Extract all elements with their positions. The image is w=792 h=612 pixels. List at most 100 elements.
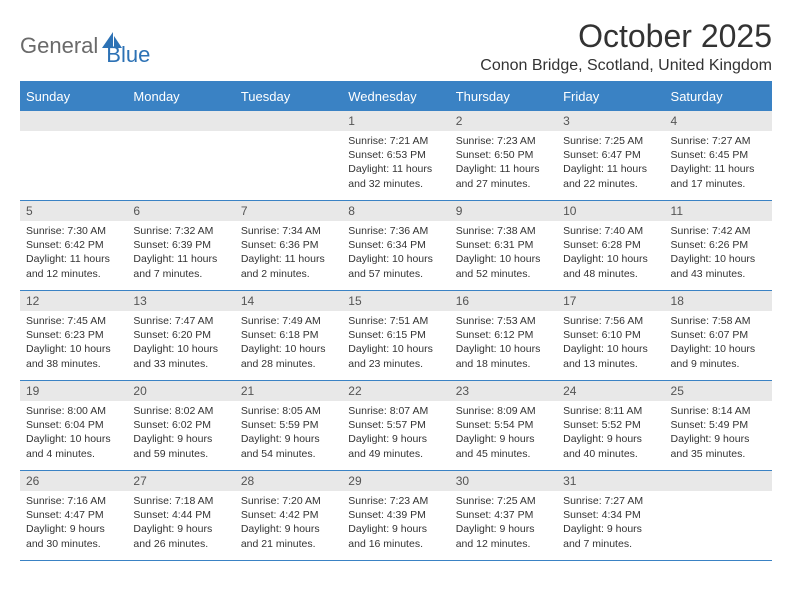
sunrise-text: Sunrise: 7:53 AM (456, 314, 551, 328)
day-number: 5 (20, 201, 127, 221)
daylight-text: Daylight: 11 hours and 12 minutes. (26, 252, 121, 280)
sunset-text: Sunset: 4:39 PM (348, 508, 443, 522)
sunrise-text: Sunrise: 7:56 AM (563, 314, 658, 328)
daylight-text: Daylight: 10 hours and 38 minutes. (26, 342, 121, 370)
day-detail: Sunrise: 7:45 AMSunset: 6:23 PMDaylight:… (20, 311, 127, 380)
day-detail: Sunrise: 8:02 AMSunset: 6:02 PMDaylight:… (127, 401, 234, 470)
day-detail: Sunrise: 7:23 AMSunset: 6:50 PMDaylight:… (450, 131, 557, 200)
day-number: 26 (20, 471, 127, 491)
day-number (235, 111, 342, 131)
day-detail: Sunrise: 7:23 AMSunset: 4:39 PMDaylight:… (342, 491, 449, 560)
sunrise-text: Sunrise: 8:09 AM (456, 404, 551, 418)
sunset-text: Sunset: 6:45 PM (671, 148, 766, 162)
calendar-day-cell: 19Sunrise: 8:00 AMSunset: 6:04 PMDayligh… (20, 381, 127, 471)
sunrise-text: Sunrise: 8:07 AM (348, 404, 443, 418)
calendar-day-cell: 28Sunrise: 7:20 AMSunset: 4:42 PMDayligh… (235, 471, 342, 561)
calendar-day-cell: 22Sunrise: 8:07 AMSunset: 5:57 PMDayligh… (342, 381, 449, 471)
calendar-day-cell: 17 Sunrise: 7:56 AMSunset: 6:10 PMDayligh… (557, 291, 664, 381)
day-number: 4 (665, 111, 772, 131)
weekday-header: Saturday (665, 82, 772, 111)
day-number: 20 (127, 381, 234, 401)
sunrise-text: Sunrise: 7:23 AM (348, 494, 443, 508)
day-detail: Sunrise: 8:14 AMSunset: 5:49 PMDaylight:… (665, 401, 772, 470)
day-number: 3 (557, 111, 664, 131)
calendar-day-cell: 11Sunrise: 7:42 AMSunset: 6:26 PMDayligh… (665, 201, 772, 291)
daylight-text: Daylight: 9 hours and 45 minutes. (456, 432, 551, 460)
day-detail (20, 131, 127, 200)
daylight-text: Daylight: 10 hours and 43 minutes. (671, 252, 766, 280)
sunset-text: Sunset: 6:15 PM (348, 328, 443, 342)
sunrise-text: Sunrise: 7:21 AM (348, 134, 443, 148)
sunset-text: Sunset: 5:52 PM (563, 418, 658, 432)
sunrise-text: Sunrise: 7:27 AM (671, 134, 766, 148)
sunset-text: Sunset: 4:34 PM (563, 508, 658, 522)
calendar-week-row: 5Sunrise: 7:30 AMSunset: 6:42 PMDaylight… (20, 201, 772, 291)
logo-text-general: General (20, 33, 98, 59)
daylight-text: Daylight: 11 hours and 2 minutes. (241, 252, 336, 280)
logo-text-blue: Blue (106, 24, 150, 68)
weekday-header: Wednesday (342, 82, 449, 111)
day-number (20, 111, 127, 131)
day-detail: Sunrise: 7:27 AMSunset: 4:34 PMDaylight:… (557, 491, 664, 560)
daylight-text: Daylight: 10 hours and 23 minutes. (348, 342, 443, 370)
day-number: 13 (127, 291, 234, 311)
day-detail: Sunrise: 7:34 AMSunset: 6:36 PMDaylight:… (235, 221, 342, 290)
day-number: 11 (665, 201, 772, 221)
month-title: October 2025 (480, 18, 772, 55)
sunrise-text: Sunrise: 7:45 AM (26, 314, 121, 328)
calendar-day-cell: 31Sunrise: 7:27 AMSunset: 4:34 PMDayligh… (557, 471, 664, 561)
calendar-day-cell: 27Sunrise: 7:18 AMSunset: 4:44 PMDayligh… (127, 471, 234, 561)
title-block: October 2025 Conon Bridge, Scotland, Uni… (480, 18, 772, 75)
sunset-text: Sunset: 4:44 PM (133, 508, 228, 522)
sunset-text: Sunset: 6:42 PM (26, 238, 121, 252)
sunset-text: Sunset: 6:36 PM (241, 238, 336, 252)
sunset-text: Sunset: 6:47 PM (563, 148, 658, 162)
sunset-text: Sunset: 5:57 PM (348, 418, 443, 432)
day-detail: Sunrise: 7:25 AMSunset: 6:47 PMDaylight:… (557, 131, 664, 200)
calendar-day-cell (235, 111, 342, 201)
sunrise-text: Sunrise: 8:02 AM (133, 404, 228, 418)
day-number: 29 (342, 471, 449, 491)
sunset-text: Sunset: 6:31 PM (456, 238, 551, 252)
sunrise-text: Sunrise: 7:27 AM (563, 494, 658, 508)
sunrise-text: Sunrise: 7:40 AM (563, 224, 658, 238)
calendar-week-row: 12Sunrise: 7:45 AMSunset: 6:23 PMDayligh… (20, 291, 772, 381)
day-detail (235, 131, 342, 200)
calendar-day-cell: 18Sunrise: 7:58 AMSunset: 6:07 PMDayligh… (665, 291, 772, 381)
day-number: 8 (342, 201, 449, 221)
sunrise-text: Sunrise: 7:32 AM (133, 224, 228, 238)
day-detail: Sunrise: 7:40 AMSunset: 6:28 PMDaylight:… (557, 221, 664, 290)
calendar-day-cell: 16Sunrise: 7:53 AMSunset: 6:12 PMDayligh… (450, 291, 557, 381)
day-number: 6 (127, 201, 234, 221)
sunset-text: Sunset: 6:26 PM (671, 238, 766, 252)
calendar-day-cell: 4Sunrise: 7:27 AMSunset: 6:45 PMDaylight… (665, 111, 772, 201)
calendar-day-cell (20, 111, 127, 201)
sunset-text: Sunset: 6:10 PM (563, 328, 658, 342)
calendar-day-cell: 20Sunrise: 8:02 AMSunset: 6:02 PMDayligh… (127, 381, 234, 471)
sunset-text: Sunset: 6:53 PM (348, 148, 443, 162)
sunrise-text: Sunrise: 8:05 AM (241, 404, 336, 418)
daylight-text: Daylight: 9 hours and 40 minutes. (563, 432, 658, 460)
daylight-text: Daylight: 10 hours and 33 minutes. (133, 342, 228, 370)
day-detail: Sunrise: 7:25 AMSunset: 4:37 PMDaylight:… (450, 491, 557, 560)
sunrise-text: Sunrise: 7:38 AM (456, 224, 551, 238)
day-number: 28 (235, 471, 342, 491)
day-number: 17 (557, 291, 664, 311)
calendar-day-cell (127, 111, 234, 201)
sunset-text: Sunset: 4:37 PM (456, 508, 551, 522)
daylight-text: Daylight: 9 hours and 54 minutes. (241, 432, 336, 460)
day-detail: Sunrise: 7:53 AMSunset: 6:12 PMDaylight:… (450, 311, 557, 380)
daylight-text: Daylight: 11 hours and 17 minutes. (671, 162, 766, 190)
calendar-week-row: 1Sunrise: 7:21 AMSunset: 6:53 PMDaylight… (20, 111, 772, 201)
location: Conon Bridge, Scotland, United Kingdom (480, 57, 772, 75)
day-detail (127, 131, 234, 200)
calendar-day-cell: 8Sunrise: 7:36 AMSunset: 6:34 PMDaylight… (342, 201, 449, 291)
sunrise-text: Sunrise: 7:16 AM (26, 494, 121, 508)
day-detail: Sunrise: 7:27 AMSunset: 6:45 PMDaylight:… (665, 131, 772, 200)
day-detail: Sunrise: 7:51 AMSunset: 6:15 PMDaylight:… (342, 311, 449, 380)
sunset-text: Sunset: 6:23 PM (26, 328, 121, 342)
day-number: 14 (235, 291, 342, 311)
daylight-text: Daylight: 9 hours and 16 minutes. (348, 522, 443, 550)
day-number: 25 (665, 381, 772, 401)
daylight-text: Daylight: 10 hours and 13 minutes. (563, 342, 658, 370)
